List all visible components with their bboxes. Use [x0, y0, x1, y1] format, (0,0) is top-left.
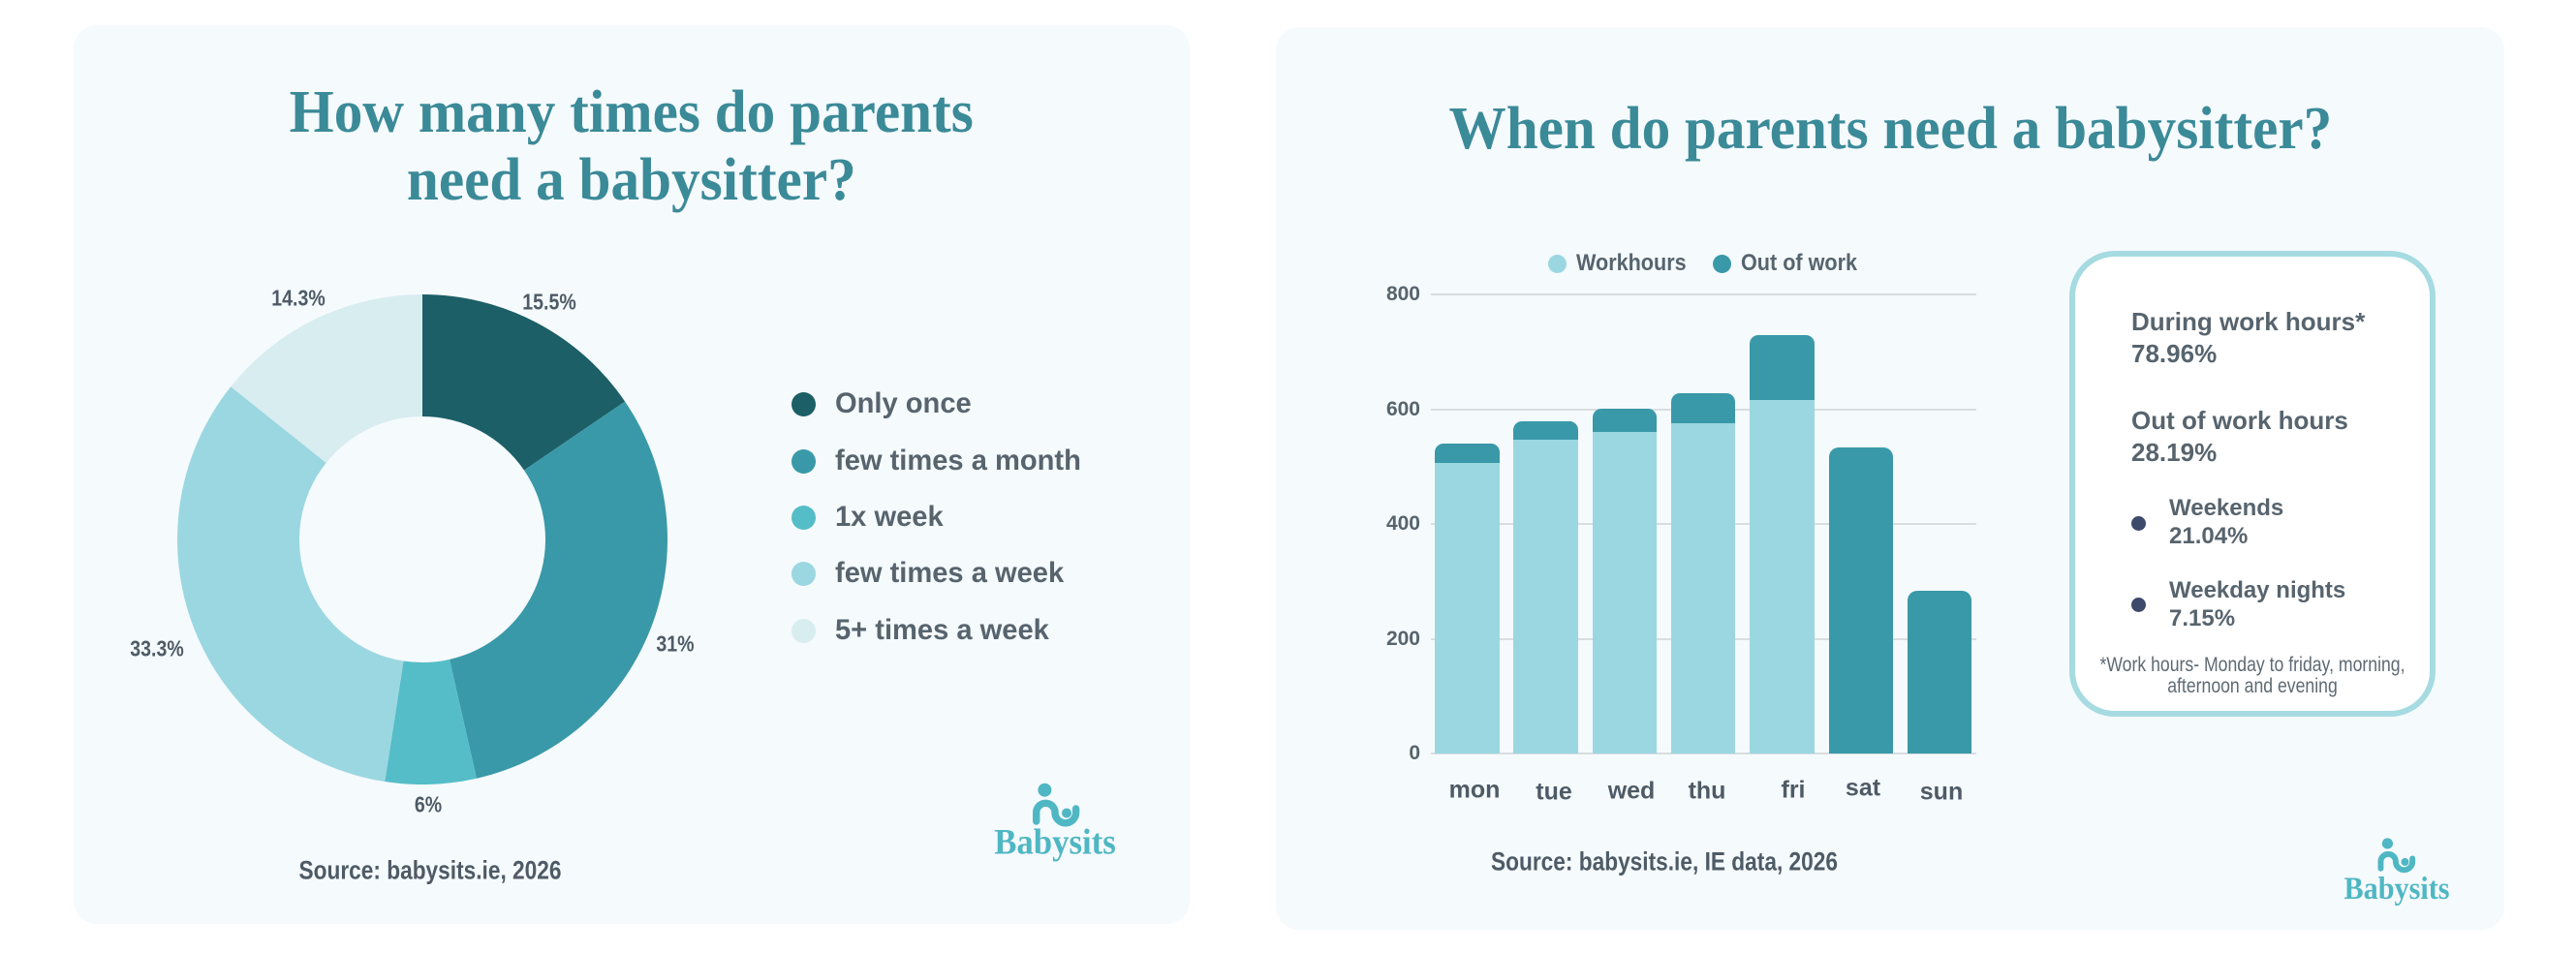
svg-text:Babysits: Babysits [2343, 871, 2449, 907]
svg-text:Babysits: Babysits [994, 822, 1116, 862]
